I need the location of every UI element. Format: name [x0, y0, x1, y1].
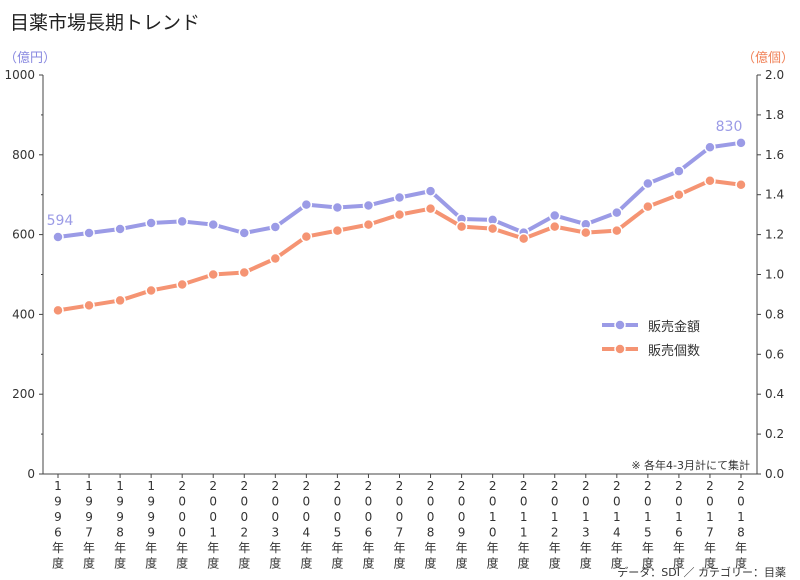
series-1-point	[269, 252, 282, 265]
x-tick-label: 2 0 0 9 年度	[456, 479, 468, 571]
series-0-point	[611, 206, 623, 219]
right-tick-label: 1.8	[765, 108, 784, 122]
series-1-point	[455, 220, 468, 233]
series-1-point	[704, 174, 716, 187]
series-1-point	[517, 232, 530, 245]
series-0-point	[300, 198, 313, 211]
series-0-point	[52, 231, 64, 243]
left-tick-label: 1000	[4, 68, 35, 82]
data-label: 594	[47, 213, 74, 229]
x-tick-label: 2 0 0 4 年度	[300, 479, 312, 571]
series-1-point	[673, 188, 685, 201]
series-0-point	[145, 217, 157, 229]
legend-label-sales-units: 販売個数	[648, 343, 701, 359]
series-0-point	[424, 185, 437, 197]
right-tick-label: 1.2	[765, 228, 784, 242]
series-1-point	[83, 299, 95, 312]
legend: 販売金額 販売個数	[600, 313, 700, 361]
x-tick-label: 2 0 0 7 年度	[393, 479, 405, 571]
series-0-point	[269, 221, 282, 233]
data-label: 830	[716, 119, 743, 135]
left-tick-label: 200	[12, 387, 35, 401]
right-tick-label: 0.0	[765, 467, 784, 481]
series-1-point	[611, 224, 623, 237]
x-tick-label: 1 9 9 8 年度	[114, 479, 126, 571]
x-tick-label: 2 0 1 3 年度	[580, 479, 592, 571]
series-1-point	[548, 220, 561, 233]
series-1-point	[331, 224, 344, 237]
series-0-point	[176, 215, 188, 228]
left-tick-label: 0	[27, 467, 35, 481]
data-source: データ：SDI ／ カテゴリー：目薬	[617, 566, 786, 579]
x-tick-label: 1 9 9 7 年度	[83, 479, 95, 571]
x-tick-label: 2 0 0 5 年度	[331, 479, 343, 571]
series-0-point	[704, 141, 716, 153]
series-1-point	[424, 202, 437, 215]
series-1-point	[362, 218, 375, 231]
series-0-point	[114, 223, 126, 235]
x-tick-label: 2 0 0 8 年度	[425, 479, 437, 571]
x-tick-label: 2 0 0 1 年度	[207, 479, 219, 571]
right-axis-unit: （億個）	[741, 51, 794, 66]
right-tick-label: 2.0	[765, 68, 784, 82]
series-1-point	[580, 226, 592, 239]
left-tick-label: 800	[12, 148, 35, 162]
series-0-point	[642, 177, 654, 190]
right-tick-label: 1.0	[765, 268, 784, 282]
series-line-0	[56, 140, 743, 239]
series-1-point	[486, 222, 499, 235]
series-0-point	[207, 218, 219, 231]
left-tick-label: 400	[12, 307, 35, 321]
series-0-point	[362, 199, 375, 212]
series-0-point	[735, 137, 747, 149]
right-tick-label: 1.4	[765, 188, 784, 202]
legend-item-sales-amount: 販売金額	[600, 313, 700, 337]
series-1-point	[176, 278, 188, 291]
series-0-point	[548, 209, 561, 222]
right-tick-label: 0.2	[765, 427, 784, 441]
left-tick-label: 600	[12, 228, 35, 242]
x-tick-label: 2 0 0 2 年度	[238, 479, 250, 571]
series-0-point	[673, 165, 685, 177]
chart-title: 目薬市場長期トレンド	[10, 12, 201, 34]
x-tick-label: 2 0 1 5 年度	[642, 479, 654, 571]
series-1-point	[642, 200, 654, 213]
x-tick-label: 2 0 0 0 年度	[176, 479, 188, 571]
x-tick-label: 2 0 1 7 年度	[704, 479, 716, 571]
x-tick-label: 2 0 1 4 年度	[611, 479, 623, 571]
right-tick-label: 0.6	[765, 347, 784, 361]
series-1-point	[145, 284, 157, 297]
x-tick-label: 2 0 0 6 年度	[362, 479, 374, 571]
x-tick-label: 1 9 9 6 年度	[52, 479, 64, 571]
legend-swatch-sales-amount	[602, 319, 638, 331]
legend-swatch-sales-units	[602, 343, 638, 355]
series-0-point	[393, 191, 406, 204]
left-axis-unit: （億円）	[4, 51, 57, 66]
series-1-point	[300, 230, 313, 243]
right-tick-label: 0.8	[765, 307, 784, 321]
x-tick-label: 2 0 1 6 年度	[673, 479, 685, 571]
x-tick-label: 2 0 0 3 年度	[269, 479, 281, 571]
legend-label-sales-amount: 販売金額	[648, 319, 701, 335]
x-tick-label: 2 0 1 8 年度	[735, 479, 747, 571]
series-0-point	[331, 201, 344, 214]
right-tick-label: 0.4	[765, 387, 784, 401]
aggregation-note: ※ 各年4-3月計にて集計	[631, 459, 750, 472]
series-0-point	[83, 227, 95, 239]
x-tick-label: 2 0 1 2 年度	[549, 479, 561, 571]
series-0-point	[238, 227, 251, 239]
x-tick-label: 2 0 1 1 年度	[518, 479, 530, 571]
series-1-point	[207, 268, 219, 281]
series-1-point	[114, 294, 126, 307]
series-1-point	[393, 208, 406, 221]
series-1-point	[52, 304, 64, 317]
legend-item-sales-units: 販売個数	[600, 337, 700, 361]
x-tick-label: 2 0 1 0 年度	[487, 479, 499, 571]
right-tick-label: 1.6	[765, 148, 784, 162]
series-1-point	[735, 178, 747, 191]
series-1-point	[238, 266, 251, 279]
x-tick-label: 1 9 9 9 年度	[145, 479, 157, 571]
